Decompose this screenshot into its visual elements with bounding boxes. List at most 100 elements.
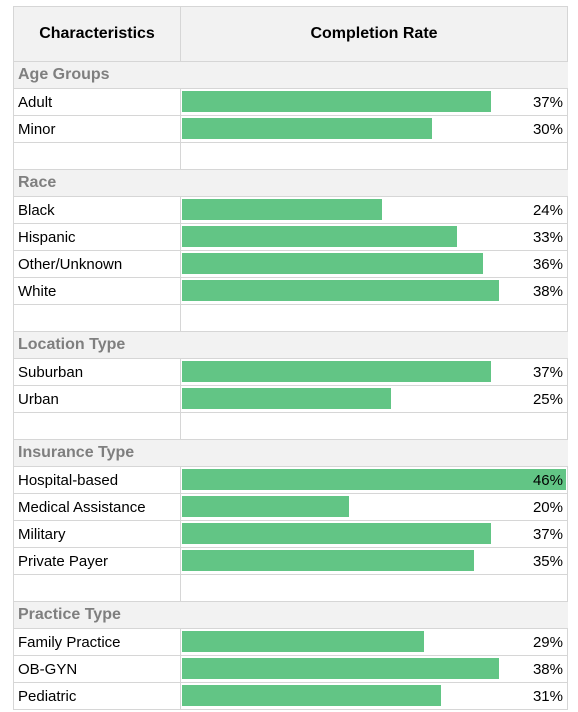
row-label: OB-GYN bbox=[14, 656, 181, 682]
data-label: 37% bbox=[532, 363, 563, 381]
row-label: Military bbox=[14, 521, 181, 547]
spacer-label-cell bbox=[14, 143, 181, 169]
table-row: Private Payer 35% bbox=[14, 548, 568, 575]
spacer-row bbox=[14, 305, 568, 332]
data-bar bbox=[182, 118, 432, 139]
data-bar bbox=[182, 550, 474, 571]
row-label: Medical Assistance bbox=[14, 494, 181, 520]
group-title: Practice Type bbox=[18, 606, 121, 623]
table-body: Age Groups Adult 37% Minor 30% Race Black 24% Hi… bbox=[14, 62, 568, 710]
row-label: Adult bbox=[14, 89, 181, 115]
data-bar bbox=[182, 361, 491, 382]
bar-cell: 37% bbox=[181, 359, 568, 385]
data-label: 24% bbox=[532, 201, 563, 219]
spacer-bar-cell bbox=[181, 413, 568, 439]
row-label: Urban bbox=[14, 386, 181, 412]
table-row: Urban 25% bbox=[14, 386, 568, 413]
spacer-row bbox=[14, 575, 568, 602]
table-row: Hispanic 33% bbox=[14, 224, 568, 251]
table-row: OB-GYN 38% bbox=[14, 656, 568, 683]
table-row: Pediatric 31% bbox=[14, 683, 568, 710]
row-label: Hispanic bbox=[14, 224, 181, 250]
spacer-label-cell bbox=[14, 305, 181, 331]
spacer-bar-cell bbox=[181, 305, 568, 331]
table-row: Minor 30% bbox=[14, 116, 568, 143]
table-row: Military 37% bbox=[14, 521, 568, 548]
spacer-row bbox=[14, 413, 568, 440]
bar-cell: 31% bbox=[181, 683, 568, 709]
group-header-row: Age Groups bbox=[14, 62, 568, 89]
data-bar bbox=[182, 280, 499, 301]
data-label: 37% bbox=[532, 525, 563, 543]
bar-cell: 38% bbox=[181, 656, 568, 682]
data-label: 31% bbox=[532, 687, 563, 705]
bar-cell: 24% bbox=[181, 197, 568, 223]
row-label: Private Payer bbox=[14, 548, 181, 574]
table-row: Other/Unknown 36% bbox=[14, 251, 568, 278]
data-bar bbox=[182, 91, 491, 112]
data-bar bbox=[182, 523, 491, 544]
data-bar bbox=[182, 658, 499, 679]
data-label: 20% bbox=[532, 498, 563, 516]
data-bar bbox=[182, 388, 391, 409]
bar-cell: 29% bbox=[181, 629, 568, 655]
data-bar bbox=[182, 253, 483, 274]
data-label: 38% bbox=[532, 282, 563, 300]
completion-rate-table: Characteristics Completion Rate Age Grou… bbox=[13, 6, 568, 710]
data-label: 46% bbox=[532, 471, 563, 489]
group-header-row: Race bbox=[14, 170, 568, 197]
group-header-row: Practice Type bbox=[14, 602, 568, 629]
group-title: Insurance Type bbox=[18, 444, 135, 461]
spacer-bar-cell bbox=[181, 143, 568, 169]
spacer-label-cell bbox=[14, 413, 181, 439]
row-label: Black bbox=[14, 197, 181, 223]
bar-cell: 25% bbox=[181, 386, 568, 412]
group-title: Location Type bbox=[18, 336, 126, 353]
row-label: Pediatric bbox=[14, 683, 181, 709]
data-label: 38% bbox=[532, 660, 563, 678]
spacer-bar-cell bbox=[181, 575, 568, 601]
row-label: Hospital-based bbox=[14, 467, 181, 493]
spacer-row bbox=[14, 143, 568, 170]
row-label: Minor bbox=[14, 116, 181, 142]
data-bar bbox=[182, 496, 349, 517]
data-label: 33% bbox=[532, 228, 563, 246]
data-label: 37% bbox=[532, 93, 563, 111]
data-label: 35% bbox=[532, 552, 563, 570]
data-bar bbox=[182, 199, 382, 220]
bar-cell: 33% bbox=[181, 224, 568, 250]
bar-cell: 30% bbox=[181, 116, 568, 142]
spacer-label-cell bbox=[14, 575, 181, 601]
row-label: Other/Unknown bbox=[14, 251, 181, 277]
data-label: 29% bbox=[532, 633, 563, 651]
data-bar bbox=[182, 226, 457, 247]
data-bar bbox=[182, 631, 424, 652]
table-row: Black 24% bbox=[14, 197, 568, 224]
row-label: Suburban bbox=[14, 359, 181, 385]
characteristics-header: Characteristics bbox=[14, 7, 181, 61]
bar-cell: 46% bbox=[181, 467, 568, 493]
data-label: 25% bbox=[532, 390, 563, 408]
row-label: Family Practice bbox=[14, 629, 181, 655]
bar-cell: 35% bbox=[181, 548, 568, 574]
bar-cell: 38% bbox=[181, 278, 568, 304]
group-header-row: Location Type bbox=[14, 332, 568, 359]
bar-cell: 20% bbox=[181, 494, 568, 520]
data-bar bbox=[182, 469, 566, 490]
table-row: Medical Assistance 20% bbox=[14, 494, 568, 521]
table-header: Characteristics Completion Rate bbox=[14, 7, 568, 62]
data-label: 30% bbox=[532, 120, 563, 138]
group-title: Age Groups bbox=[18, 66, 110, 83]
table-row: Adult 37% bbox=[14, 89, 568, 116]
group-title: Race bbox=[18, 174, 57, 191]
data-label: 36% bbox=[532, 255, 563, 273]
bar-cell: 37% bbox=[181, 521, 568, 547]
data-bar bbox=[182, 685, 441, 706]
row-label: White bbox=[14, 278, 181, 304]
group-header-row: Insurance Type bbox=[14, 440, 568, 467]
bar-cell: 36% bbox=[181, 251, 568, 277]
table-row: Family Practice 29% bbox=[14, 629, 568, 656]
table-row: Hospital-based 46% bbox=[14, 467, 568, 494]
completion-rate-header: Completion Rate bbox=[181, 7, 568, 61]
table-row: White 38% bbox=[14, 278, 568, 305]
